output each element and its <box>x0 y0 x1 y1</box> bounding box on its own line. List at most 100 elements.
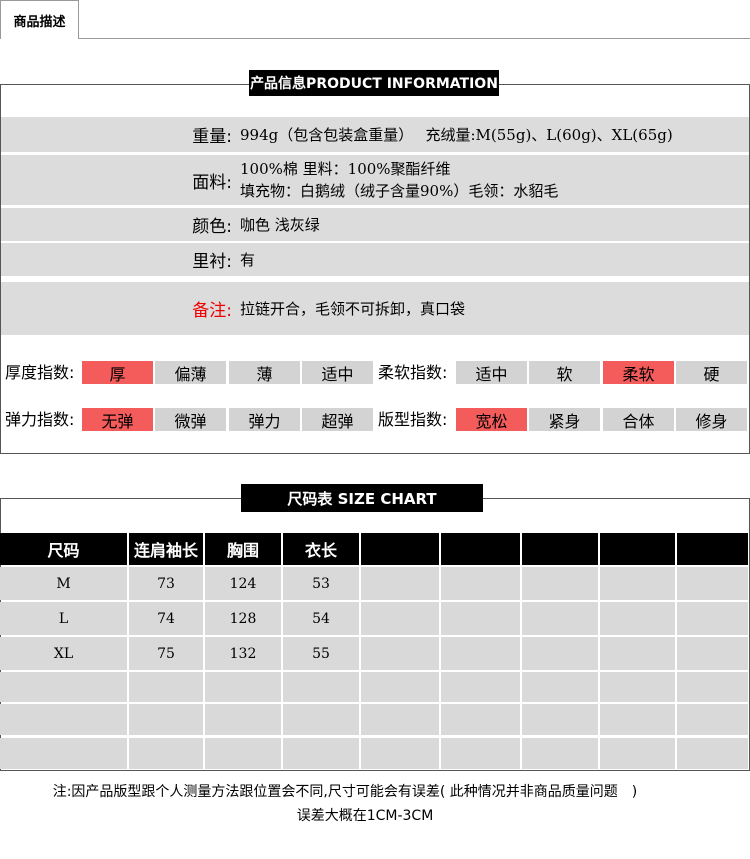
table-cell <box>0 672 127 702</box>
table-cell <box>522 738 598 769</box>
table-cell <box>677 704 748 735</box>
table-cell <box>0 738 127 769</box>
table-cell: 54 <box>283 602 359 635</box>
table-cell <box>283 672 359 702</box>
table-cell <box>600 704 675 735</box>
detail-label: 重量: <box>192 127 232 147</box>
table-cell <box>283 704 359 735</box>
table-cell <box>129 704 203 735</box>
table-cell <box>600 672 675 702</box>
detail-value: 咖色 浅灰绿 <box>240 215 320 234</box>
detail-value: 拉链开合，毛领不可拆卸，真口袋 <box>240 299 466 318</box>
table-cell <box>600 637 675 670</box>
detail-value: 994g（包含包装盒重量） 充绒量:M(55g)、L(60g)、XL(65g) <box>240 125 673 144</box>
header-cell <box>600 533 675 565</box>
index-option: 硬 <box>676 361 747 384</box>
detail-row <box>1 117 749 152</box>
table-cell <box>677 672 748 702</box>
detail-value: 100%棉 里料：100%聚酯纤维 <box>240 160 451 178</box>
table-cell <box>441 637 520 670</box>
table-cell <box>522 672 598 702</box>
table-cell <box>129 672 203 702</box>
note: 注:因产品版型跟个人测量方法跟位置会不同,尺寸可能会有误差( 此种情况并非商品质… <box>52 784 638 800</box>
table-cell <box>522 567 598 600</box>
header-cell: 衣长 <box>283 533 359 565</box>
table-cell: 132 <box>205 637 281 670</box>
table-cell <box>600 738 675 769</box>
size-title: 尺码表 SIZE CHART <box>241 484 483 512</box>
table-cell: 75 <box>129 637 203 670</box>
table-cell <box>677 637 748 670</box>
table-cell <box>677 567 748 600</box>
table-cell <box>361 738 439 769</box>
detail-row <box>1 282 749 335</box>
tab-line <box>0 38 750 39</box>
index-option: 无弹 <box>82 408 153 431</box>
table-cell <box>361 567 439 600</box>
detail-label: 颜色: <box>192 217 232 237</box>
table-cell: 73 <box>129 567 203 600</box>
table-cell: 53 <box>283 567 359 600</box>
table-cell <box>441 672 520 702</box>
table-cell: 124 <box>205 567 281 600</box>
table-cell <box>522 704 598 735</box>
index-label: 版型指数: <box>378 410 448 429</box>
detail-row <box>1 155 749 205</box>
table-cell <box>522 602 598 635</box>
table-cell: L <box>0 602 127 635</box>
detail-label: 备注: <box>192 301 232 321</box>
header-cell: 尺码 <box>0 533 127 565</box>
index-option: 薄 <box>229 361 300 384</box>
table-cell <box>0 704 127 735</box>
table-cell <box>129 738 203 769</box>
table-cell <box>441 738 520 769</box>
table-cell <box>677 738 748 769</box>
index-option: 弹力 <box>229 408 300 431</box>
tab-label: 商品描述 <box>13 14 66 30</box>
index-option: 软 <box>529 361 600 384</box>
index-option: 合体 <box>603 408 674 431</box>
index-option: 适中 <box>302 361 373 384</box>
index-option: 适中 <box>456 361 527 384</box>
table-cell <box>441 704 520 735</box>
table-cell <box>441 567 520 600</box>
header-cell <box>522 533 598 565</box>
header-cell <box>361 533 439 565</box>
header-cell <box>677 533 748 565</box>
detail-row <box>1 208 749 241</box>
table-cell: 128 <box>205 602 281 635</box>
table-cell <box>441 602 520 635</box>
detail-label: 里衬: <box>192 252 232 272</box>
table-cell <box>361 602 439 635</box>
index-option: 紧身 <box>529 408 600 431</box>
table-cell <box>205 738 281 769</box>
table-cell <box>283 738 359 769</box>
header-cell <box>441 533 520 565</box>
index-option: 偏薄 <box>155 361 226 384</box>
tab[interactable]: 商品描述 <box>0 0 79 39</box>
table-cell <box>205 672 281 702</box>
index-label: 厚度指数: <box>5 363 75 382</box>
detail-value: 填充物：白鹅绒（绒子含量90%）毛领：水貂毛 <box>240 182 559 200</box>
table-cell: M <box>0 567 127 600</box>
table-cell <box>361 637 439 670</box>
table-cell <box>205 704 281 735</box>
detail-value: 有 <box>240 250 256 269</box>
table-cell <box>522 637 598 670</box>
index-option: 超弹 <box>302 408 373 431</box>
header-cell: 胸围 <box>205 533 281 565</box>
table-cell <box>677 602 748 635</box>
index-option: 厚 <box>82 361 153 384</box>
table-cell <box>600 567 675 600</box>
index-label: 弹力指数: <box>5 410 75 429</box>
detail-row <box>1 243 749 276</box>
info-title: 产品信息PRODUCT INFORMATION <box>249 70 499 96</box>
table-cell <box>361 672 439 702</box>
table-cell <box>600 602 675 635</box>
table-cell: 55 <box>283 637 359 670</box>
index-option: 微弹 <box>155 408 226 431</box>
index-option: 宽松 <box>456 408 527 431</box>
table-cell: XL <box>0 637 127 670</box>
table-cell <box>361 704 439 735</box>
